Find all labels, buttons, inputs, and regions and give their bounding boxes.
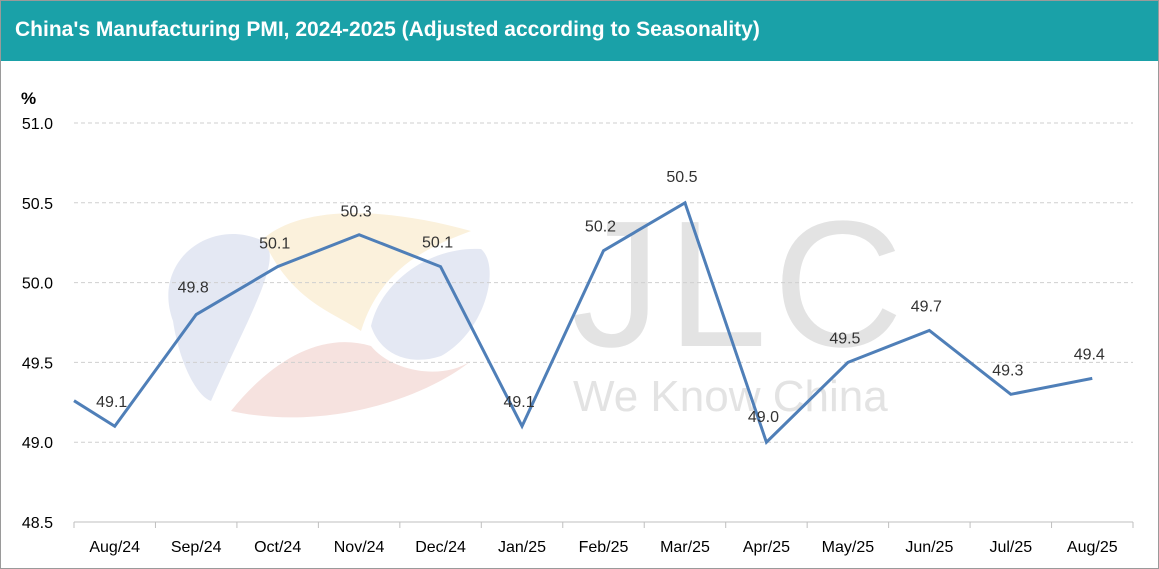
data-label: 49.0	[748, 409, 779, 426]
x-tick-label: Mar/25	[660, 539, 710, 556]
pmi-series	[73, 200, 1093, 445]
jlc-watermark-logo: JLC We Know China	[168, 184, 909, 421]
y-tick-label: 51.0	[22, 116, 53, 133]
x-tick-label: Oct/24	[254, 539, 301, 556]
data-label: 49.5	[829, 330, 860, 347]
y-tick-label: 48.5	[22, 515, 53, 532]
watermark-blue-petal	[168, 233, 270, 401]
watermark-tagline-text: We Know China	[573, 372, 888, 421]
chart-title: China's Manufacturing PMI, 2024-2025 (Ad…	[15, 18, 760, 41]
x-tick-label: Dec/24	[415, 539, 466, 556]
y-axis-unit-label: %	[21, 89, 36, 108]
x-tick-label: Feb/25	[579, 539, 629, 556]
y-tick-labels: 48.5 49.0 49.5 50.0 50.5 51.0	[22, 116, 53, 532]
y-tick-label: 50.0	[22, 276, 53, 293]
x-tick-label: Jul/25	[989, 539, 1032, 556]
watermark-blue-petal-right	[371, 248, 490, 360]
chart-header: China's Manufacturing PMI, 2024-2025 (Ad…	[1, 1, 1158, 61]
data-label: 50.3	[341, 204, 372, 221]
data-label: 50.5	[666, 169, 697, 186]
x-tick-label: Aug/25	[1067, 539, 1118, 556]
data-label: 49.7	[911, 298, 942, 315]
x-tick-label: Sep/24	[171, 539, 222, 556]
series-line	[73, 200, 1093, 445]
data-label: 50.1	[259, 236, 290, 253]
data-label: 49.4	[1074, 346, 1105, 363]
y-tick-label: 50.5	[22, 196, 53, 213]
data-label: 50.2	[585, 219, 616, 236]
watermark-logo-text: JLC	[571, 184, 909, 385]
watermark-red-petal	[231, 342, 471, 418]
x-tick-label: Nov/24	[334, 539, 385, 556]
x-tick-label: Aug/24	[89, 539, 140, 556]
x-tick-labels: Aug/24 Sep/24 Oct/24 Nov/24 Dec/24 Jan/25 Feb/…	[89, 539, 1117, 556]
data-label: 50.1	[422, 235, 453, 252]
data-label: 49.8	[178, 280, 209, 297]
data-labels: 49.1 49.8 50.1 50.3 50.1 49.1 50.2 50.5 49.0 49.5…	[96, 169, 1105, 426]
x-tick-label: Apr/25	[743, 539, 790, 556]
y-tick-label: 49.5	[22, 355, 53, 372]
data-label: 49.3	[992, 362, 1023, 379]
x-tick-label: Jun/25	[905, 539, 953, 556]
y-tick-label: 49.0	[22, 435, 53, 452]
axes	[73, 521, 1134, 528]
x-tick-label: May/25	[822, 539, 875, 556]
watermark-yellow-petal	[263, 213, 471, 331]
x-tick-label: Jan/25	[498, 539, 546, 556]
data-label: 49.1	[503, 394, 534, 411]
data-label: 49.1	[96, 394, 127, 411]
